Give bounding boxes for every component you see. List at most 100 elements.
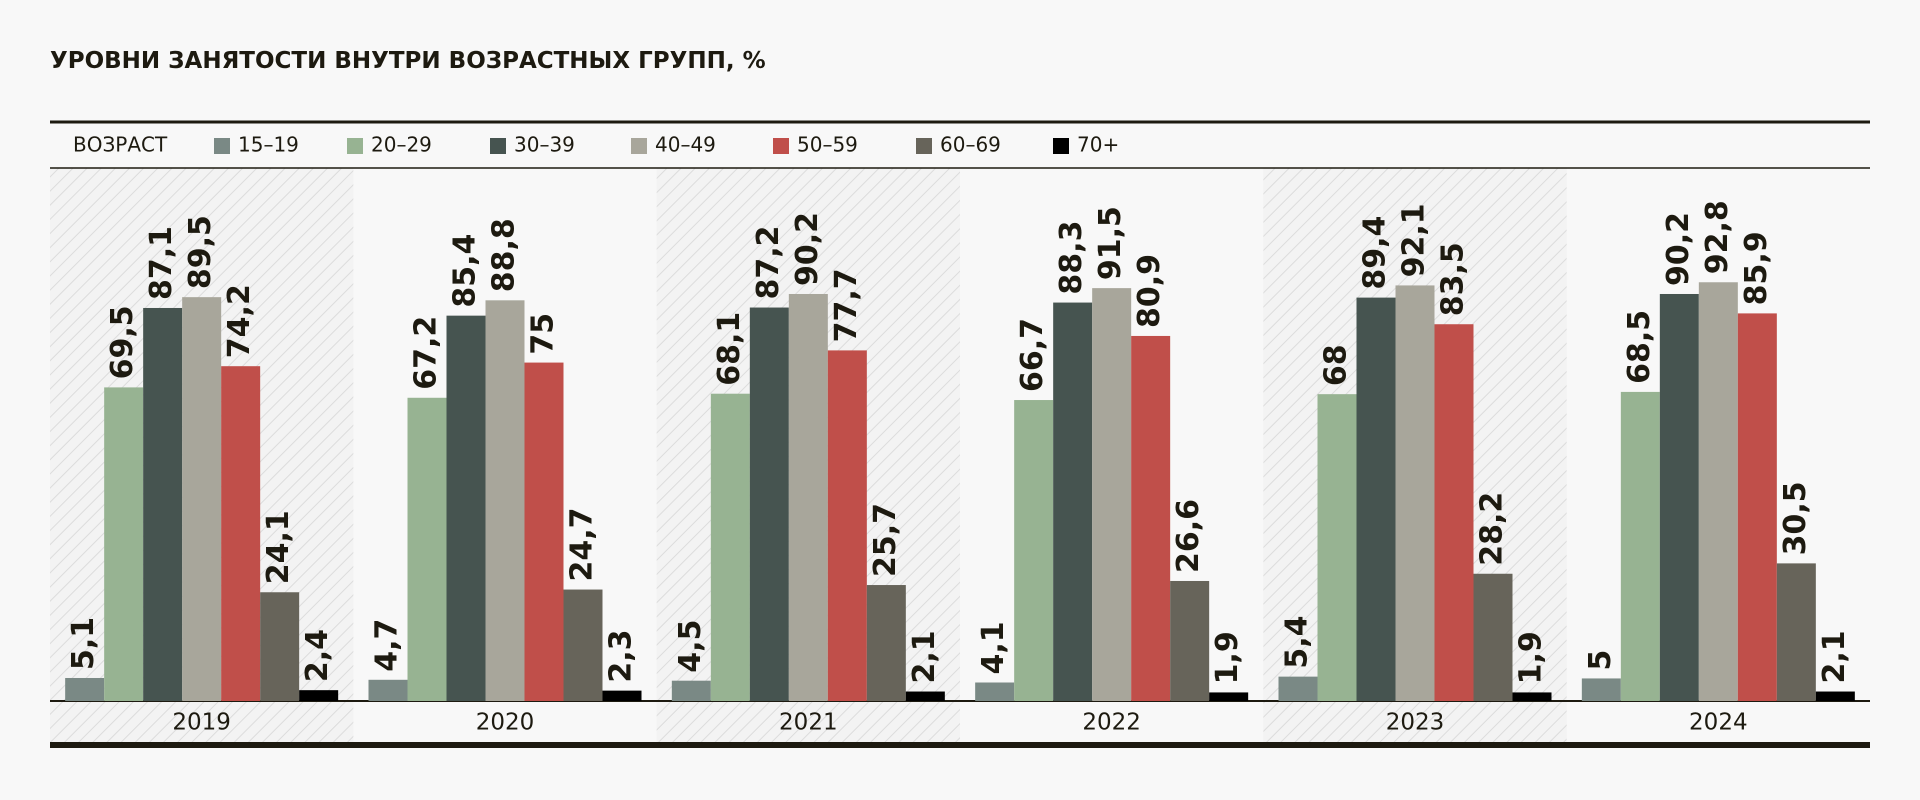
value-label: 69,5 [105, 305, 140, 379]
value-label: 88,3 [1054, 221, 1089, 295]
value-label: 88,8 [487, 218, 522, 292]
legend-label: 20–29 [371, 133, 432, 157]
value-label: 4,5 [673, 620, 708, 673]
bar [1512, 692, 1552, 701]
bar [1131, 335, 1171, 701]
bar [1698, 282, 1738, 701]
value-label: 87,1 [144, 226, 179, 300]
bar [407, 397, 447, 701]
legend-label: 50–59 [797, 133, 858, 157]
legend-label: 40–49 [655, 133, 716, 157]
value-label: 80,9 [1132, 254, 1167, 328]
bar [905, 691, 945, 701]
bar [1317, 394, 1357, 701]
bar [1737, 313, 1777, 701]
bar [1209, 692, 1249, 701]
bar [104, 387, 144, 701]
value-label: 67,2 [409, 316, 444, 390]
value-label: 90,2 [1661, 212, 1696, 286]
bar [1014, 400, 1054, 701]
bar [368, 679, 408, 701]
value-label: 92,8 [1700, 200, 1735, 274]
chart-title: УРОВНИ ЗАНЯТОСТИ ВНУТРИ ВОЗРАСТНЫХ ГРУПП… [50, 48, 766, 74]
bar [1278, 676, 1318, 701]
bar [563, 589, 603, 701]
legend-label: 70+ [1077, 133, 1119, 157]
value-label: 68,5 [1622, 310, 1657, 384]
value-label: 66,7 [1015, 318, 1050, 392]
bar [602, 690, 642, 701]
value-label: 4,1 [976, 621, 1011, 674]
bar [975, 682, 1015, 701]
legend-swatch [631, 138, 647, 154]
bar [143, 307, 183, 701]
bar [866, 585, 906, 701]
value-label: 25,7 [868, 503, 903, 577]
x-tick-label: 2021 [779, 710, 838, 736]
bar [749, 307, 789, 701]
legend-swatch [490, 138, 506, 154]
value-label: 1,9 [1514, 631, 1549, 684]
value-label: 91,5 [1093, 206, 1128, 280]
value-label: 87,2 [751, 225, 786, 299]
value-label: 30,5 [1778, 481, 1813, 555]
bar [1776, 563, 1816, 701]
bar [1659, 293, 1699, 701]
value-label: 5 [1583, 650, 1618, 671]
bar [1356, 297, 1396, 701]
bar [1581, 678, 1621, 701]
bar [1434, 324, 1474, 701]
value-label: 68 [1319, 344, 1354, 386]
x-tick-label: 2019 [172, 710, 231, 736]
bar [65, 677, 105, 701]
x-tick-label: 2020 [476, 710, 535, 736]
value-label: 2,1 [907, 630, 942, 683]
value-label: 85,4 [448, 234, 483, 308]
value-label: 2,1 [1817, 630, 1852, 683]
bar [446, 315, 486, 701]
bar [788, 293, 828, 701]
legend-label: 60–69 [940, 133, 1001, 157]
legend-swatch [916, 138, 932, 154]
bar [1395, 285, 1435, 701]
legend-label: 30–39 [514, 133, 575, 157]
bar [1092, 288, 1132, 701]
value-label: 85,9 [1739, 231, 1774, 305]
bar [1053, 302, 1093, 701]
x-tick-label: 2022 [1082, 710, 1141, 736]
value-label: 1,9 [1210, 631, 1245, 684]
bar [182, 297, 222, 701]
x-tick-label: 2024 [1689, 710, 1748, 736]
bar [1473, 573, 1513, 701]
bar [671, 680, 711, 701]
legend-title: ВОЗРАСТ [73, 133, 168, 157]
value-label: 92,1 [1397, 203, 1432, 277]
value-label: 77,7 [829, 268, 864, 342]
bar [260, 592, 300, 701]
value-label: 24,7 [565, 508, 600, 582]
value-label: 83,5 [1436, 242, 1471, 316]
bar [1620, 391, 1660, 701]
bar [524, 362, 564, 701]
bar [485, 300, 525, 701]
bar [221, 366, 261, 701]
value-label: 2,3 [604, 629, 639, 682]
value-label: 89,5 [183, 215, 218, 289]
value-label: 74,2 [222, 284, 257, 358]
bar [827, 350, 867, 701]
bar [1815, 691, 1855, 701]
value-label: 26,6 [1171, 499, 1206, 573]
legend-swatch [214, 138, 230, 154]
value-label: 5,1 [66, 617, 101, 670]
value-label: 75 [526, 313, 561, 355]
value-label: 4,7 [370, 619, 405, 672]
legend-label: 15–19 [238, 133, 299, 157]
bar [299, 690, 339, 701]
legend-swatch [1053, 138, 1069, 154]
bar [1170, 580, 1210, 701]
value-label: 5,4 [1280, 615, 1315, 668]
value-label: 24,1 [261, 510, 296, 584]
value-label: 2,4 [300, 629, 335, 682]
